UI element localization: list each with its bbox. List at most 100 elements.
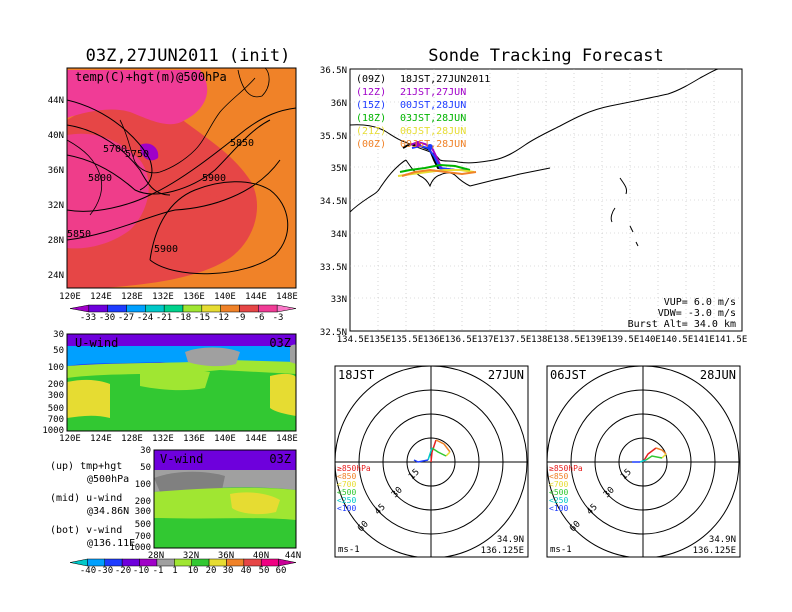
colorbar-tick: -24	[137, 313, 153, 323]
hodo-unit: ms-1	[338, 545, 360, 555]
contour-labels: 5700 5750 5800 5850 5900 5850 5900	[67, 138, 254, 255]
colorbar-swatch	[208, 558, 227, 567]
left-title: 03Z,27JUN2011 (init)	[86, 46, 291, 66]
hodo-legend-entry: <100	[337, 504, 356, 513]
note-line: (mid) u-wind	[50, 493, 122, 504]
hodo-trace	[413, 439, 451, 463]
p-label: 700	[48, 415, 64, 425]
u-wind-label: U-wind	[75, 336, 118, 350]
lon-label: 120E	[59, 434, 81, 444]
hodo-legend: ≥850hPa <850 <700 <500 <250 <100	[337, 464, 371, 513]
lat-label: 32.5N	[320, 328, 347, 338]
track-map-grid	[350, 69, 742, 331]
colorbar-tick: -20	[115, 566, 131, 576]
legend-time: 00JST,28JUN	[400, 100, 466, 111]
p-label: 200	[135, 497, 151, 507]
track-map: (09Z) 18JST,27JUN2011 (12Z) 21JST,27JUN …	[320, 66, 747, 345]
lon-label: 136E	[183, 434, 205, 444]
colorbar-swatch	[88, 304, 108, 313]
contour-label: 5850	[230, 138, 254, 149]
hodo-time: 06JST	[550, 368, 586, 382]
temperature-map: temp(C)+hgt(m)@500hPa 5700 5750 5800 585…	[48, 67, 298, 323]
contour-label: 5900	[202, 173, 226, 184]
hodo-lat: 34.9N	[709, 535, 736, 545]
colorbar-tick: -12	[213, 313, 229, 323]
colorbar-tick: -33	[80, 313, 96, 323]
lon-label: 124E	[90, 434, 112, 444]
colorbar-swatch	[121, 558, 140, 567]
v-wind-time: 03Z	[269, 452, 291, 466]
legend-time: 06JST,28JUN	[400, 126, 466, 137]
note-line: @500hPa	[87, 474, 129, 485]
lon-label: 128E	[121, 434, 143, 444]
hodo-legend-entry: <500	[549, 488, 568, 497]
colorbar-swatch	[107, 304, 127, 313]
colorbar-swatch	[239, 304, 259, 313]
colorbar-swatch	[220, 304, 240, 313]
lon-label: 139.5E	[607, 335, 640, 345]
legend-z: (12Z)	[356, 87, 386, 98]
burst-point	[415, 141, 421, 147]
legend-time: 21JST,27JUN	[400, 87, 466, 98]
wind-colorbar-ticks: -40 -30 -20 -10 -1 1 10 20 30 40 50 60	[80, 566, 287, 576]
lon-label: 148E	[276, 434, 298, 444]
colorbar-swatch	[69, 558, 88, 567]
colorbar-tick: -15	[194, 313, 210, 323]
colorbar-tick: 40	[241, 566, 252, 576]
lon-label: 140.5E	[661, 335, 694, 345]
temperature-colorbar-ticks: -33 -30 -27 -24 -21 -18 -15 -12 -9 -6 -3	[80, 313, 284, 323]
lon-label: 128E	[121, 292, 143, 302]
colorbar-tick: -1	[153, 566, 164, 576]
colorbar-swatch	[104, 558, 123, 567]
colorbar-tick: 30	[223, 566, 234, 576]
temperature-map-lat-labels: 44N 40N 36N 32N 28N 24N	[48, 96, 64, 281]
v-wind-label: V-wind	[160, 452, 203, 466]
p-label: 500	[48, 404, 64, 414]
colorbar-tick: -21	[156, 313, 172, 323]
colorbar-swatch	[174, 558, 192, 567]
lat-label: 32N	[183, 551, 199, 561]
hodo-date: 27JUN	[488, 368, 524, 382]
lon-label: 120E	[59, 292, 81, 302]
colorbar-swatch	[126, 304, 146, 313]
note-line: (up) tmp+hgt	[50, 461, 122, 472]
p-label: 500	[135, 520, 151, 530]
colorbar-tick: 10	[188, 566, 199, 576]
lon-label: 148E	[276, 292, 298, 302]
colorbar-tick: -18	[175, 313, 191, 323]
lat-label: 40N	[48, 131, 64, 141]
hodo-trace	[632, 447, 667, 463]
legend-entry: (15Z) 00JST,28JUN	[356, 100, 466, 111]
p-label: 50	[53, 346, 64, 356]
lon-label: 132E	[152, 434, 174, 444]
lon-label: 140E	[639, 335, 661, 345]
u-wind-time: 03Z	[269, 336, 291, 350]
colorbar-tick: -40	[80, 566, 96, 576]
lat-label: 33N	[331, 295, 347, 305]
lat-label: 36N	[331, 99, 347, 109]
hodo-legend-entry: ≥850hPa	[549, 464, 583, 473]
u-wind-section: U-wind 03Z 30 50 100 200 300 500 700 100…	[42, 330, 298, 444]
hodo-legend-entry: <700	[337, 480, 356, 489]
temperature-var-label: temp(C)+hgt(m)@500hPa	[75, 70, 227, 84]
colorbar-swatch	[226, 558, 245, 567]
lon-label: 135.5E	[391, 335, 424, 345]
lat-label: 36N	[218, 551, 234, 561]
lat-label: 34.5N	[320, 197, 347, 207]
lat-label: 35N	[331, 164, 347, 174]
colorbar-tick: -30	[99, 313, 115, 323]
p-label: 1000	[42, 426, 64, 436]
hodograph-06jst: 06JST 28JUN 15 30 45 60 ms-1 34.9N 136.1…	[546, 365, 741, 558]
launch-params: VUP= 6.0 m/s VDW= -3.0 m/s Burst Alt= 34…	[628, 297, 736, 330]
lon-label: 138E	[531, 335, 553, 345]
colorbar-swatch	[243, 558, 262, 567]
colorbar-tick: 50	[259, 566, 270, 576]
lat-label: 33.5N	[320, 263, 347, 273]
colorbar-swatch	[276, 304, 297, 313]
lat-label: 24N	[48, 271, 64, 281]
legend-entry: (09Z) 18JST,27JUN2011	[356, 74, 490, 85]
legend-z: (00Z)	[356, 139, 386, 150]
lon-label: 124E	[90, 292, 112, 302]
lon-label: 137.5E	[499, 335, 532, 345]
lon-label: 144E	[245, 292, 267, 302]
